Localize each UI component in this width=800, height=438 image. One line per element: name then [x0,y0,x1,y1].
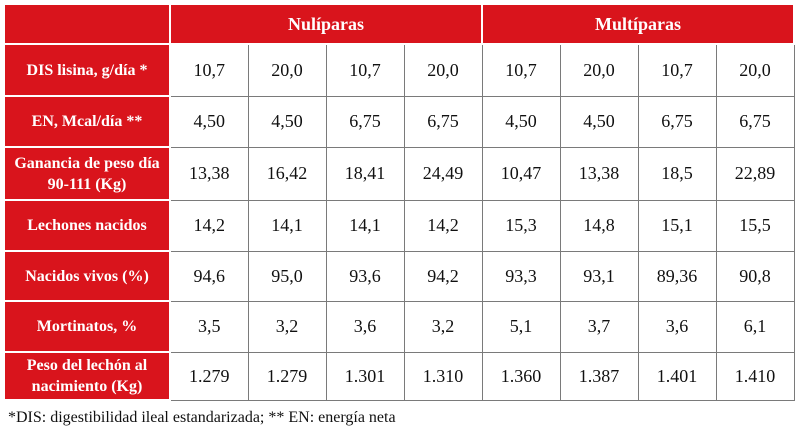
table-cell: 15,1 [637,199,717,252]
table-cell: 4,50 [481,95,561,148]
group-header-multiparas: Multíparas [481,3,796,45]
table-cell: 20,0 [247,43,327,97]
table-cell: 14,1 [247,199,327,252]
table-cell: 94,6 [169,250,249,302]
table-cell: 6,75 [325,95,405,148]
table-cell: 89,36 [637,250,717,302]
table-cell: 4,50 [559,95,639,148]
table-cell: 10,47 [481,146,561,201]
table-cell: 10,7 [169,43,249,97]
table-cell: 15,5 [715,199,795,252]
header-row: Nulíparas Multíparas [3,3,796,45]
header-corner-cell [3,3,171,45]
table-cell: 10,7 [325,43,405,97]
table-cell: 3,6 [637,300,717,353]
table-cell: 3,6 [325,300,405,353]
table-cell: 93,6 [325,250,405,302]
table-row: Peso del lechón al nacimiento (Kg) 1.279… [3,351,795,401]
table-cell: 18,5 [637,146,717,201]
table-cell: 1.360 [481,351,561,401]
table-cell: 5,1 [481,300,561,353]
row-label: Ganancia de peso día 90-111 (Kg) [3,146,171,201]
group-header-nuliparas: Nulíparas [168,3,484,45]
table-cell: 3,2 [247,300,327,353]
table-cell: 15,3 [481,199,561,252]
table-cell: 18,41 [325,146,405,201]
table-cell: 93,3 [481,250,561,302]
table-row: Ganancia de peso día 90-111 (Kg) 13,38 1… [3,146,795,201]
table-cell: 22,89 [715,146,795,201]
table-cell: 14,8 [559,199,639,252]
table-cell: 4,50 [169,95,249,148]
row-label: Peso del lechón al nacimiento (Kg) [3,351,171,401]
row-label: Nacidos vivos (%) [3,250,171,302]
table-row: EN, Mcal/día ** 4,50 4,50 6,75 6,75 4,50… [3,95,795,148]
table-cell: 1.410 [715,351,795,401]
table-cell: 16,42 [247,146,327,201]
data-table: Nulíparas Multíparas DIS lisina, g/día *… [3,3,796,401]
table-cell: 93,1 [559,250,639,302]
table-cell: 14,1 [325,199,405,252]
row-label: EN, Mcal/día ** [3,95,171,148]
table-cell: 14,2 [403,199,483,252]
table-row: Nacidos vivos (%) 94,6 95,0 93,6 94,2 93… [3,250,795,302]
table-cell: 3,2 [403,300,483,353]
table-row: DIS lisina, g/día * 10,7 20,0 10,7 20,0 … [3,43,795,97]
table-cell: 6,75 [403,95,483,148]
table-cell: 13,38 [559,146,639,201]
table-cell: 13,38 [169,146,249,201]
table-cell: 1.301 [325,351,405,401]
table-row: Mortinatos, % 3,5 3,2 3,6 3,2 5,1 3,7 3,… [3,300,795,353]
table-cell: 95,0 [247,250,327,302]
row-label: DIS lisina, g/día * [3,43,171,97]
table-row: Lechones nacidos 14,2 14,1 14,1 14,2 15,… [3,199,795,252]
table-cell: 1.401 [637,351,717,401]
table-cell: 20,0 [403,43,483,97]
table-cell: 6,75 [715,95,795,148]
table-cell: 3,5 [169,300,249,353]
table-cell: 3,7 [559,300,639,353]
table-cell: 90,8 [715,250,795,302]
table-cell: 1.279 [169,351,249,401]
table-cell: 1.310 [403,351,483,401]
row-label: Mortinatos, % [3,300,171,353]
table-cell: 24,49 [403,146,483,201]
table-cell: 4,50 [247,95,327,148]
table-cell: 20,0 [715,43,795,97]
table-cell: 6,75 [637,95,717,148]
table-cell: 10,7 [481,43,561,97]
table-cell: 1.279 [247,351,327,401]
table-cell: 6,1 [715,300,795,353]
table-cell: 14,2 [169,199,249,252]
table-cell: 10,7 [637,43,717,97]
table-cell: 1.387 [559,351,639,401]
table-cell: 94,2 [403,250,483,302]
footnote: *DIS: digestibilidad ileal estandarizada… [8,409,396,426]
row-label: Lechones nacidos [3,199,171,252]
table-cell: 20,0 [559,43,639,97]
